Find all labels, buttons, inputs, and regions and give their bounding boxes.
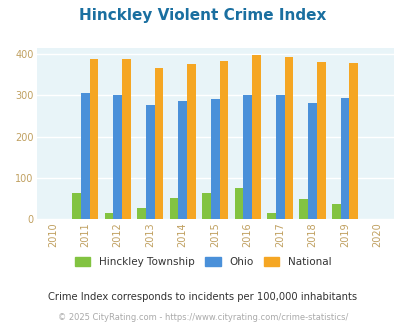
Bar [178, 101, 187, 219]
Text: Hinckley Violent Crime Index: Hinckley Violent Crime Index [79, 8, 326, 23]
Bar [210, 99, 219, 219]
Text: Crime Index corresponds to incidents per 100,000 inhabitants: Crime Index corresponds to incidents per… [48, 292, 357, 302]
Bar [90, 59, 98, 219]
Bar [137, 208, 145, 219]
Bar [266, 213, 275, 219]
Text: © 2025 CityRating.com - https://www.cityrating.com/crime-statistics/: © 2025 CityRating.com - https://www.city… [58, 313, 347, 322]
Bar [154, 68, 163, 219]
Bar [299, 199, 307, 219]
Bar [349, 63, 357, 219]
Bar [252, 55, 260, 219]
Bar [169, 198, 178, 219]
Bar [340, 98, 349, 219]
Bar [122, 59, 130, 219]
Bar [72, 193, 81, 219]
Bar [104, 213, 113, 219]
Legend: Hinckley Township, Ohio, National: Hinckley Township, Ohio, National [75, 257, 330, 267]
Bar [145, 105, 154, 219]
Bar [284, 56, 292, 219]
Bar [187, 64, 195, 219]
Bar [316, 62, 325, 219]
Bar [219, 61, 228, 219]
Bar [243, 95, 252, 219]
Bar [81, 93, 90, 219]
Bar [202, 193, 210, 219]
Bar [113, 95, 122, 219]
Bar [331, 204, 340, 219]
Bar [275, 95, 284, 219]
Bar [234, 188, 243, 219]
Bar [307, 103, 316, 219]
